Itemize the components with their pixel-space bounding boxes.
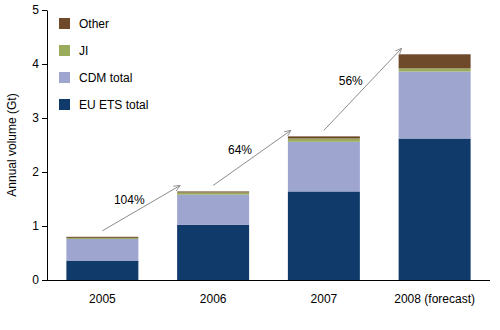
bar-segment	[399, 139, 471, 280]
plot: 0 1 2 3 4 5 2005 2006 2007 2008 (forecast) 104% 64%…	[32, 3, 490, 306]
bar-segment	[177, 191, 249, 192]
y-tick-label: 5	[32, 3, 39, 17]
x-axis-line	[47, 280, 490, 281]
bar-segment	[177, 195, 249, 225]
y-tick: 4	[32, 57, 47, 71]
bar-segment	[399, 72, 471, 139]
bar-segment	[66, 239, 138, 261]
legend-label: EU ETS total	[79, 98, 148, 112]
y-tick-mark	[42, 118, 47, 119]
legend-item: CDM total	[59, 71, 132, 85]
y-tick-label: 0	[32, 273, 39, 287]
bar-segment	[399, 54, 471, 68]
x-tick-label: 2008 (forecast)	[394, 292, 475, 306]
legend-label: Other	[79, 17, 109, 31]
legend-swatch	[59, 45, 70, 56]
growth-arrow	[213, 130, 291, 185]
growth-label: 56%	[339, 74, 363, 88]
growth-label: 104%	[114, 193, 145, 207]
bar-segment	[288, 142, 360, 192]
growth-label: 64%	[228, 143, 252, 157]
x-tick: 2006	[200, 280, 227, 306]
x-tick-label: 2007	[311, 292, 338, 306]
growth-arrow	[324, 48, 402, 130]
y-axis-title: Annual volume (Gt)	[5, 93, 19, 196]
y-tick: 1	[32, 219, 47, 233]
y-tick-label: 2	[32, 165, 39, 179]
bar-segment	[288, 191, 360, 280]
bar-segment	[66, 237, 138, 238]
y-tick-label: 4	[32, 57, 39, 71]
y-axis-line	[47, 11, 48, 281]
y-tick: 5	[32, 3, 47, 17]
legend-item: Other	[59, 17, 109, 31]
bar-segment	[66, 261, 138, 280]
y-axis: 0 1 2 3 4 5	[32, 3, 47, 287]
x-axis: 2005 2006 2007 2008 (forecast)	[47, 280, 490, 306]
bar-segment	[177, 193, 249, 195]
growth-arrow	[102, 185, 180, 230]
y-tick-mark	[42, 280, 47, 281]
y-tick-mark	[42, 10, 47, 11]
bar-segment	[399, 68, 471, 71]
bar-segment	[288, 139, 360, 142]
legend-swatch	[59, 72, 70, 83]
x-tick: 2007	[311, 280, 338, 306]
y-tick-label: 1	[32, 219, 39, 233]
y-tick: 3	[32, 111, 47, 125]
legend-swatch	[59, 18, 70, 29]
y-tick: 2	[32, 165, 47, 179]
x-tick: 2008 (forecast)	[394, 280, 475, 306]
y-tick-label: 3	[32, 111, 39, 125]
legend-label: CDM total	[79, 71, 132, 85]
y-tick-mark	[42, 226, 47, 227]
legend-label: JI	[79, 44, 88, 58]
legend-item: JI	[59, 44, 88, 58]
bar-segment	[177, 225, 249, 280]
y-tick-mark	[42, 64, 47, 65]
bars	[66, 54, 470, 280]
chart: 0 1 2 3 4 5 2005 2006 2007 2008 (forecast) 104% 64%…	[0, 0, 500, 330]
annotations: 104% 64% 56%	[102, 48, 401, 231]
x-tick: 2005	[89, 280, 116, 306]
x-tick-label: 2005	[89, 292, 116, 306]
bar-segment	[288, 136, 360, 138]
y-tick: 0	[32, 273, 47, 287]
x-tick-label: 2006	[200, 292, 227, 306]
legend-swatch	[59, 99, 70, 110]
y-tick-mark	[42, 172, 47, 173]
legend-item: EU ETS total	[59, 98, 148, 112]
bar-segment	[66, 238, 138, 239]
legend: Other JI CDM total EU ETS total	[59, 17, 148, 112]
